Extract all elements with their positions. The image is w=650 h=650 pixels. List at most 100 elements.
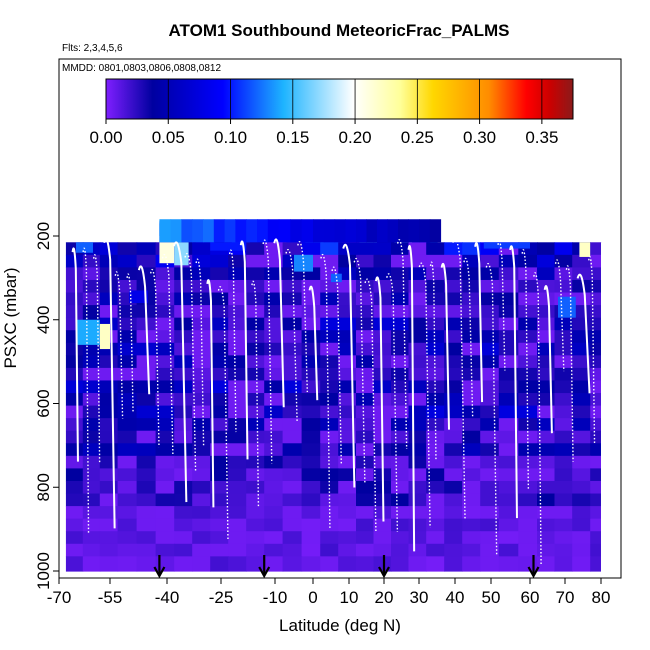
heatmap-cell (554, 380, 573, 394)
heatmap-cell (99, 455, 119, 470)
heatmap-cell (444, 330, 463, 344)
heatmap-cell (572, 468, 591, 482)
heatmap-cell (408, 418, 427, 432)
flight-profile-track (374, 276, 385, 522)
heatmap-cell (537, 430, 556, 444)
heatmap-cell (537, 254, 556, 269)
heatmap-cell (282, 430, 303, 444)
heatmap-cell (338, 355, 357, 369)
heatmap-cell (320, 430, 339, 444)
heatmap-cell (356, 317, 375, 331)
heatmap-cell (338, 393, 357, 407)
heatmap-cell (373, 367, 392, 382)
flight-profile-track (331, 266, 343, 465)
heatmap-cell (408, 317, 427, 331)
heatmap-cell (117, 242, 138, 256)
heatmap-cell (99, 405, 119, 419)
heatmap-cell (117, 380, 138, 394)
heatmap-hotspot (174, 242, 189, 266)
heatmap-cell (426, 330, 445, 344)
heatmap-cell (498, 556, 519, 572)
heatmap-cell (136, 355, 157, 369)
heatmap-cell (174, 493, 193, 507)
heatmap-cell (65, 543, 84, 557)
heatmap-cell (537, 305, 556, 319)
heatmap-cell (192, 355, 211, 369)
colorbar-tick-label: 0.15 (276, 128, 309, 147)
heatmap-cell (282, 242, 303, 256)
flight-profile-track (485, 263, 498, 557)
heatmap-cell (462, 506, 481, 520)
heatmap-cell (572, 342, 591, 356)
heatmap-cell (246, 317, 265, 331)
x-tick-label: -25 (209, 588, 234, 607)
heatmap-cell (498, 493, 519, 507)
heatmap-cell (82, 468, 101, 482)
heatmap-cell (136, 342, 157, 356)
heatmap-cell (572, 506, 591, 520)
heatmap-cell (462, 430, 481, 444)
heatmap-cell (554, 418, 573, 432)
heatmap-cell (426, 267, 445, 281)
heatmap-cell (373, 254, 392, 269)
heatmap-cell (264, 430, 284, 444)
heatmap-cell (246, 455, 265, 470)
heatmap-cell (301, 330, 321, 344)
heatmap-cell (282, 468, 303, 482)
heatmap-cell (498, 330, 519, 344)
heatmap-cell (373, 317, 392, 331)
heatmap-cell (301, 242, 321, 256)
heatmap-cell (426, 342, 445, 356)
heatmap-cell (498, 367, 519, 382)
x-tick-label: -70 (47, 588, 72, 607)
heatmap-cell (444, 380, 463, 394)
heatmap-cell (65, 355, 84, 369)
heatmap-cell (480, 480, 500, 495)
heatmap-cell (554, 556, 573, 572)
heatmap-cell (210, 330, 229, 344)
heatmap-cell (537, 468, 556, 482)
heatmap-cell (554, 543, 573, 557)
heatmap-cell (320, 367, 339, 382)
heatmap-cell (99, 279, 119, 294)
heatmap-cell (264, 317, 284, 331)
heatmap-cell (228, 342, 247, 356)
heatmap-cell (65, 305, 84, 319)
chart-title: ATOM1 Southbound MeteoricFrac_PALMS (169, 21, 510, 40)
heatmap-cell (444, 418, 463, 432)
heatmap-cell (480, 418, 500, 432)
heatmap-cell (228, 443, 247, 457)
heatmap-cell (377, 219, 388, 243)
heatmap-cell (462, 468, 481, 482)
heatmap-hotspot (331, 273, 342, 283)
heatmap-cell (537, 355, 556, 369)
heatmap-cell (572, 254, 591, 269)
heatmap-cell (65, 380, 84, 394)
heatmap-cell (338, 468, 357, 482)
heatmap-cell (301, 556, 321, 572)
heatmap-cell (301, 367, 321, 382)
heatmap-cell (136, 367, 157, 382)
heatmap-cell (65, 468, 84, 482)
heatmap-cell (572, 405, 591, 419)
heatmap-cell (155, 342, 175, 356)
heatmap-cell (356, 393, 375, 407)
heatmap-cell (554, 480, 573, 495)
heatmap-cell (301, 305, 321, 319)
heatmap-cell (246, 393, 265, 407)
heatmap-cell (338, 267, 357, 281)
heatmap-cell (391, 254, 410, 269)
heatmap-cell (554, 267, 573, 281)
flight-profile-track (521, 249, 530, 491)
heatmap-cell (282, 518, 303, 532)
plot-frame (58, 58, 622, 579)
heatmap-cell (117, 531, 138, 545)
flight-profile-track (195, 258, 205, 446)
flight-profile-track (497, 240, 506, 371)
heatmap-cell (117, 506, 138, 520)
heatmap-cell (498, 455, 519, 470)
heatmap-cell (320, 418, 339, 432)
heatmap-cell (480, 367, 500, 382)
heatmap-cell (462, 305, 481, 319)
heatmap-cell (65, 493, 84, 507)
